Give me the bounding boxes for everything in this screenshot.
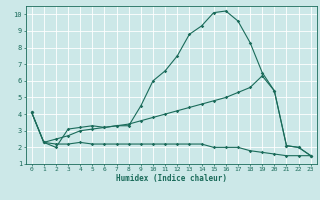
X-axis label: Humidex (Indice chaleur): Humidex (Indice chaleur) <box>116 174 227 183</box>
